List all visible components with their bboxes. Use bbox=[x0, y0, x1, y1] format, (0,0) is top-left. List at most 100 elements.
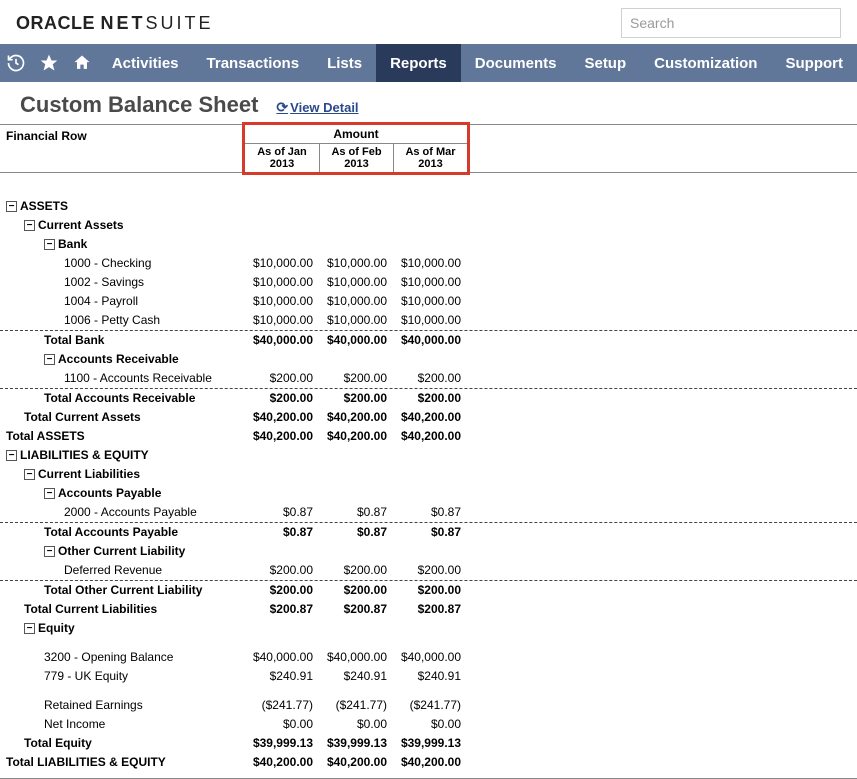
col-period: As of Feb 2013 bbox=[319, 144, 393, 172]
amount-cell bbox=[245, 542, 319, 561]
amount-cell: $0.87 bbox=[245, 503, 319, 522]
table-row: Total Current Liabilities$200.87$200.87$… bbox=[0, 600, 857, 619]
table-row: Total Accounts Payable$0.87$0.87$0.87 bbox=[0, 522, 857, 542]
col-period: As of Jan 2013 bbox=[245, 144, 319, 172]
row-label: 1006 - Petty Cash bbox=[64, 311, 160, 330]
amount-cell: $0.00 bbox=[319, 715, 393, 734]
amount-cell bbox=[245, 197, 319, 216]
col-amount-group: Amount bbox=[245, 125, 467, 144]
view-detail-label: View Detail bbox=[290, 100, 358, 115]
nav-item-activities[interactable]: Activities bbox=[98, 44, 193, 82]
collapse-toggle[interactable]: − bbox=[24, 469, 35, 480]
amount-cell: $40,200.00 bbox=[245, 753, 319, 772]
table-row: 1100 - Accounts Receivable$200.00$200.00… bbox=[0, 369, 857, 388]
amount-cell bbox=[245, 465, 319, 484]
col-period: As of Mar 2013 bbox=[393, 144, 467, 172]
page-title: Custom Balance Sheet bbox=[20, 92, 258, 118]
table-row: Deferred Revenue$200.00$200.00$200.00 bbox=[0, 561, 857, 580]
report-header: Financial Row Amount As of Jan 2013As of… bbox=[0, 125, 857, 173]
logo-net: NET bbox=[101, 13, 146, 33]
row-label: Accounts Receivable bbox=[58, 350, 179, 369]
report-rows: −ASSETS−Current Assets−Bank1000 - Checki… bbox=[0, 173, 857, 778]
home-icon[interactable] bbox=[65, 44, 98, 82]
table-row: Retained Earnings($241.77)($241.77)($241… bbox=[0, 696, 857, 715]
amount-cell: $10,000.00 bbox=[245, 254, 319, 273]
collapse-toggle[interactable]: − bbox=[44, 546, 55, 557]
row-label: Total Bank bbox=[44, 331, 104, 350]
amount-cell: $200.00 bbox=[393, 369, 467, 388]
amount-cell: $200.87 bbox=[393, 600, 467, 619]
amount-cell: $200.00 bbox=[245, 561, 319, 580]
amount-cell: $200.00 bbox=[245, 369, 319, 388]
table-row: Total Bank$40,000.00$40,000.00$40,000.00 bbox=[0, 330, 857, 350]
row-label: 1004 - Payroll bbox=[64, 292, 138, 311]
collapse-toggle[interactable]: − bbox=[6, 450, 17, 461]
amount-cell bbox=[393, 542, 467, 561]
table-row: Total Current Assets$40,200.00$40,200.00… bbox=[0, 408, 857, 427]
row-label: Net Income bbox=[44, 715, 105, 734]
nav-item-setup[interactable]: Setup bbox=[570, 44, 640, 82]
table-row: 779 - UK Equity$240.91$240.91$240.91 bbox=[0, 667, 857, 686]
amount-cell: $10,000.00 bbox=[245, 292, 319, 311]
amount-cell: $40,000.00 bbox=[319, 648, 393, 667]
oracle-netsuite-logo: ORACLE NETSUITE bbox=[16, 13, 214, 34]
row-label: Bank bbox=[58, 235, 87, 254]
logo-oracle: ORACLE bbox=[16, 13, 95, 33]
main-nav: ActivitiesTransactionsListsReportsDocume… bbox=[0, 44, 857, 82]
topbar: ORACLE NETSUITE bbox=[0, 0, 857, 44]
amount-cell: $40,000.00 bbox=[245, 648, 319, 667]
nav-item-customization[interactable]: Customization bbox=[640, 44, 771, 82]
amount-cell: $40,000.00 bbox=[319, 331, 393, 350]
amount-cell: $0.87 bbox=[319, 523, 393, 542]
amount-cell: $10,000.00 bbox=[319, 311, 393, 330]
nav-item-support[interactable]: Support bbox=[771, 44, 857, 82]
page-title-row: Custom Balance Sheet ⟳ View Detail bbox=[0, 82, 857, 124]
report-table: Financial Row Amount As of Jan 2013As of… bbox=[0, 124, 857, 779]
nav-item-lists[interactable]: Lists bbox=[313, 44, 376, 82]
amount-cell: ($241.77) bbox=[245, 696, 319, 715]
nav-item-documents[interactable]: Documents bbox=[461, 44, 571, 82]
table-row: −Other Current Liability bbox=[0, 542, 857, 561]
amount-cell: $200.00 bbox=[393, 581, 467, 600]
amount-cell: $200.00 bbox=[245, 389, 319, 408]
amount-cell: $39,999.13 bbox=[245, 734, 319, 753]
nav-item-transactions[interactable]: Transactions bbox=[193, 44, 314, 82]
collapse-toggle[interactable]: − bbox=[6, 201, 17, 212]
amount-cell: $10,000.00 bbox=[393, 254, 467, 273]
table-row: Total ASSETS$40,200.00$40,200.00$40,200.… bbox=[0, 427, 857, 446]
collapse-toggle[interactable]: − bbox=[44, 239, 55, 250]
collapse-toggle[interactable]: − bbox=[24, 220, 35, 231]
amount-cell: $10,000.00 bbox=[245, 273, 319, 292]
table-row: −LIABILITIES & EQUITY bbox=[0, 446, 857, 465]
row-label: 2000 - Accounts Payable bbox=[64, 503, 197, 522]
amount-cell bbox=[319, 446, 393, 465]
amount-cell: $0.00 bbox=[245, 715, 319, 734]
collapse-toggle[interactable]: − bbox=[44, 354, 55, 365]
history-icon[interactable] bbox=[0, 44, 33, 82]
table-row: Total Other Current Liability$200.00$200… bbox=[0, 580, 857, 600]
amount-group-highlight: Amount As of Jan 2013As of Feb 2013As of… bbox=[242, 122, 470, 175]
row-label: Current Assets bbox=[38, 216, 124, 235]
collapse-toggle[interactable]: − bbox=[24, 623, 35, 634]
search-input[interactable] bbox=[621, 8, 841, 38]
table-row: 1000 - Checking$10,000.00$10,000.00$10,0… bbox=[0, 254, 857, 273]
row-label: Equity bbox=[38, 619, 75, 638]
nav-item-reports[interactable]: Reports bbox=[376, 44, 461, 82]
amount-cell: $40,000.00 bbox=[393, 331, 467, 350]
amount-cell: $0.87 bbox=[393, 523, 467, 542]
star-icon[interactable] bbox=[33, 44, 66, 82]
table-row: Total Equity$39,999.13$39,999.13$39,999.… bbox=[0, 734, 857, 753]
amount-cell bbox=[319, 484, 393, 503]
table-row: 3200 - Opening Balance$40,000.00$40,000.… bbox=[0, 648, 857, 667]
row-label: Current Liabilities bbox=[38, 465, 140, 484]
table-row: 2000 - Accounts Payable$0.87$0.87$0.87 bbox=[0, 503, 857, 522]
amount-cell bbox=[393, 446, 467, 465]
row-label: Total Accounts Payable bbox=[44, 523, 178, 542]
collapse-toggle[interactable]: − bbox=[44, 488, 55, 499]
amount-cell bbox=[393, 197, 467, 216]
amount-cell: $200.87 bbox=[319, 600, 393, 619]
view-detail-link[interactable]: ⟳ View Detail bbox=[276, 99, 358, 116]
amount-cell bbox=[245, 484, 319, 503]
amount-cell bbox=[245, 235, 319, 254]
amount-cell: $40,200.00 bbox=[319, 408, 393, 427]
